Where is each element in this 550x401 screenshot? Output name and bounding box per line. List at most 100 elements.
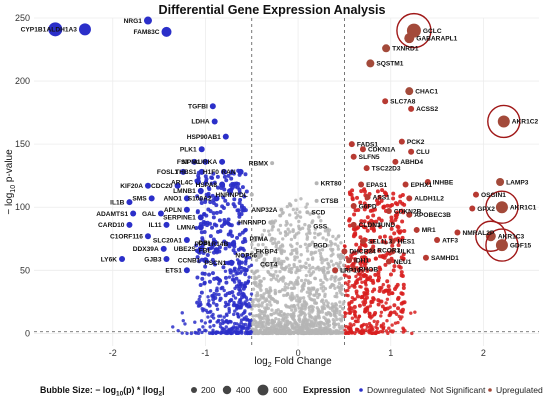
background-point <box>312 286 316 290</box>
background-point <box>297 326 301 330</box>
background-point <box>198 282 203 287</box>
background-point <box>334 261 339 266</box>
size-legend-title-b: 10 <box>116 391 124 398</box>
gene-point <box>382 98 389 105</box>
background-point <box>308 296 312 301</box>
gene-label: ASS1 <box>373 194 391 201</box>
background-point <box>294 198 298 202</box>
background-point <box>226 173 231 178</box>
gene-point <box>497 115 510 128</box>
background-point <box>218 324 223 329</box>
background-point <box>305 232 309 236</box>
background-point <box>214 303 219 308</box>
background-point <box>384 301 388 305</box>
gene-label: HNRNPD <box>238 220 266 227</box>
background-point <box>324 311 328 316</box>
gene-label: CCT4 <box>260 261 278 268</box>
background-point <box>379 299 384 304</box>
background-point <box>219 224 224 229</box>
highlight-ring <box>485 190 519 224</box>
background-point <box>234 331 239 336</box>
background-point <box>398 317 403 321</box>
background-point <box>311 298 315 302</box>
y-axis-ticks: 0 50 100 150 200 250 <box>15 13 30 338</box>
gene-label: GDF15 <box>510 242 532 249</box>
background-point <box>219 330 223 335</box>
x-axis-title-main: log <box>254 356 267 367</box>
gene-point <box>220 168 227 175</box>
gene-point <box>279 207 284 212</box>
background-point <box>242 194 247 199</box>
background-point <box>353 297 357 301</box>
background-point <box>283 316 287 320</box>
background-point <box>353 257 358 262</box>
background-point <box>238 284 243 289</box>
background-point <box>314 245 318 249</box>
background-point <box>176 328 180 333</box>
background-point <box>398 265 403 270</box>
background-point <box>350 295 355 300</box>
background-point <box>268 272 272 277</box>
gene-label: GAL <box>142 211 156 218</box>
background-point <box>201 325 205 329</box>
background-point <box>373 256 378 261</box>
background-point <box>303 307 307 311</box>
background-point <box>366 305 370 309</box>
background-point <box>339 331 343 335</box>
background-point <box>308 212 312 216</box>
gene-point <box>48 22 63 37</box>
background-point <box>210 193 215 198</box>
background-point <box>232 266 237 271</box>
background-point <box>399 208 404 213</box>
background-point <box>255 293 260 298</box>
background-point <box>320 310 325 314</box>
gene-point <box>249 192 254 197</box>
background-point <box>218 229 223 234</box>
gene-label: ETS1 <box>165 268 182 275</box>
background-point <box>207 299 211 303</box>
background-point <box>200 330 204 335</box>
background-point <box>331 263 336 267</box>
gene-point <box>163 255 170 262</box>
background-point <box>211 301 216 305</box>
background-point <box>278 223 283 228</box>
size-legend-title-c: (p) * |log <box>123 385 158 395</box>
background-point <box>238 197 243 202</box>
background-point <box>313 227 318 231</box>
background-point <box>228 330 232 334</box>
background-point <box>261 325 265 329</box>
background-point <box>305 290 310 294</box>
background-point <box>283 324 287 329</box>
gene-label: DHCR24 <box>349 249 376 256</box>
background-point <box>399 255 404 260</box>
background-points <box>171 168 417 336</box>
background-point <box>254 297 258 301</box>
background-point <box>206 207 211 212</box>
background-point <box>250 307 254 311</box>
background-point <box>265 314 270 318</box>
background-point <box>307 270 311 274</box>
background-point <box>305 202 309 206</box>
background-point <box>347 217 352 222</box>
background-point <box>207 303 212 308</box>
background-point <box>235 258 240 262</box>
gene-label: SAMHD1 <box>431 255 459 262</box>
background-point <box>350 188 355 193</box>
background-point <box>200 237 205 242</box>
background-point <box>210 257 215 262</box>
background-point <box>230 327 234 331</box>
background-point <box>239 260 244 265</box>
gene-label: FADS1 <box>357 141 379 148</box>
background-point <box>364 295 369 300</box>
background-point <box>229 171 234 176</box>
background-point <box>280 243 284 247</box>
background-point <box>265 326 270 330</box>
background-point <box>389 215 394 220</box>
background-point <box>241 311 246 316</box>
background-point <box>295 241 299 246</box>
background-point <box>282 293 286 298</box>
background-point <box>292 283 296 287</box>
background-point <box>275 327 279 331</box>
background-point <box>293 234 297 238</box>
background-point <box>257 304 261 308</box>
